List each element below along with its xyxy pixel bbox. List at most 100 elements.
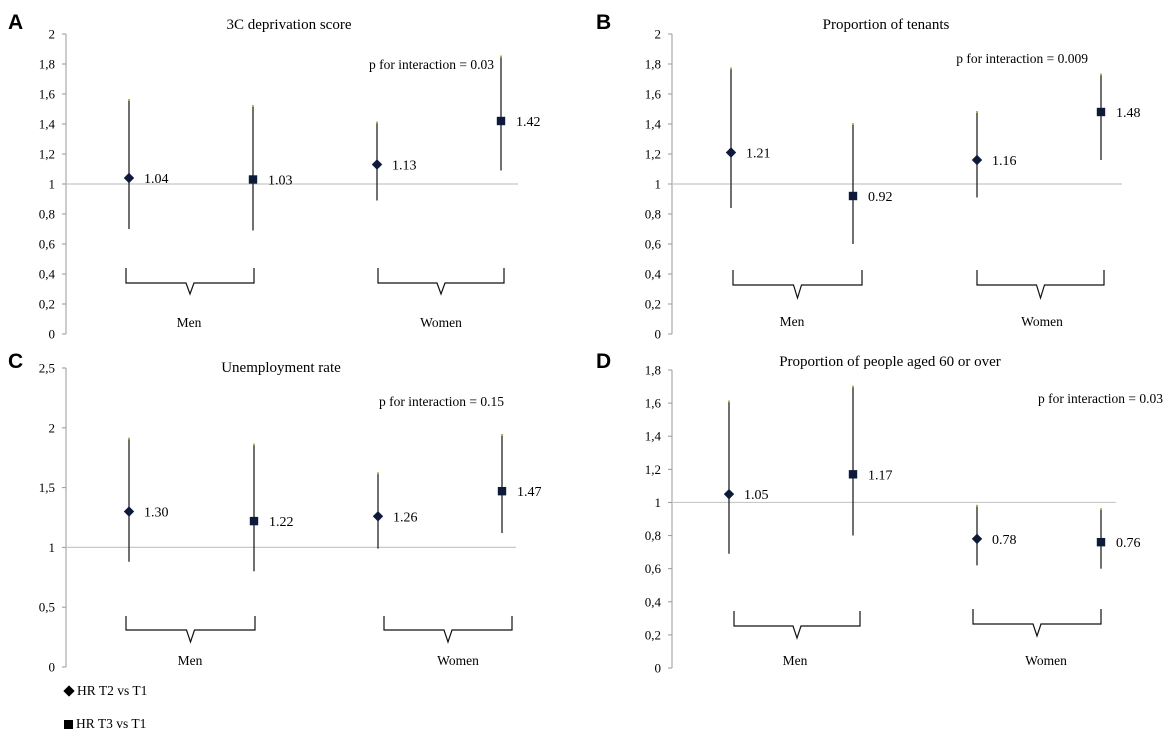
panel-a-data-label: 1.42: [516, 115, 541, 130]
legend-label-t3: HR T3 vs T1: [76, 716, 147, 731]
panel-d-group-label: Women: [1025, 653, 1067, 668]
panel-b-interaction-p-value: p for interaction = 0.009: [956, 51, 1088, 66]
panel-b-y-tick-label: 1,8: [645, 57, 661, 72]
panel-b-y-tick-label: 1,6: [645, 87, 662, 102]
panel-d-data-label: 0.76: [1116, 536, 1141, 551]
diamond-marker-icon: [63, 685, 75, 697]
panel-a-group-brace: [377, 268, 505, 296]
panel-d-y-tick-label: 1: [655, 495, 662, 510]
panel-a-y-tick-label: 0,6: [39, 237, 56, 252]
panel-a-square-point: [248, 175, 258, 184]
panel-c-diamond-point: [123, 506, 135, 517]
panel-c-data-label: 1.30: [144, 506, 169, 521]
panel-b-letter: B: [596, 11, 611, 34]
panel-c-data-label: 1.22: [269, 515, 294, 530]
panel-b-y-tick-label: 1,2: [645, 147, 661, 162]
panel-b-y-tick-label: 2: [655, 27, 662, 42]
panel-a-y-tick-label: 0,4: [39, 267, 56, 282]
panel-a-y-tick-label: 0,2: [39, 297, 55, 312]
panel-b-y-tick-label: 0,8: [645, 207, 661, 222]
panel-a-diamond-point: [371, 159, 383, 170]
panel-a-interaction-p-value: p for interaction = 0.03: [369, 57, 494, 72]
panel-b-square-point: [848, 191, 858, 201]
panel-b-group-brace: [976, 270, 1105, 301]
panel-b-title: Proportion of tenants: [823, 17, 950, 33]
panel-a-y-tick-label: 1,8: [39, 57, 55, 72]
panel-d-data-label: 1.17: [868, 468, 893, 483]
panel-b-y-tick-label: 1: [655, 177, 662, 192]
panel-b-diamond-point: [725, 147, 737, 158]
panel-d-y-tick-label: 1,4: [645, 429, 662, 444]
panel-c-y-tick-label: 1: [49, 540, 56, 555]
panel-b-group-label: Men: [780, 314, 805, 329]
panel-b-group-brace: [732, 270, 863, 301]
panel-a-diamond-point: [123, 172, 135, 184]
panel-d-y-tick-label: 1,2: [645, 462, 661, 477]
panel-d-y-tick-label: 1,6: [645, 396, 662, 411]
panel-b-data-label: 0.92: [868, 190, 893, 205]
panel-c-title: Unemployment rate: [221, 360, 341, 376]
panel-d-square-point: [848, 470, 858, 479]
panel-d-letter: D: [596, 350, 611, 373]
panel-c-y-tick-label: 1,5: [39, 480, 55, 495]
panel-a-y-tick-label: 0: [49, 327, 56, 342]
panel-b-data-label: 1.16: [992, 154, 1017, 169]
panel-c-group-brace: [383, 616, 513, 644]
panel-c-y-tick-label: 0: [49, 660, 56, 675]
panel-b-y-tick-label: 0,2: [645, 297, 661, 312]
panel-b-y-tick-label: 0,6: [645, 237, 662, 252]
panel-d-y-tick-label: 0,4: [645, 594, 662, 609]
panel-d-y-tick-label: 0,8: [645, 528, 661, 543]
panel-a-y-tick-label: 1,4: [39, 117, 56, 132]
square-marker-icon: [64, 719, 73, 729]
legend-item-t3: HR T3 vs T1: [64, 716, 146, 732]
panel-d-group-label: Men: [783, 653, 808, 668]
panel-a-group-label: Women: [420, 315, 462, 330]
panel-a-data-label: 1.04: [144, 172, 169, 187]
panel-a-y-tick-label: 0,8: [39, 207, 55, 222]
panel-c-square-point: [497, 486, 507, 496]
panel-a-data-label: 1.03: [268, 174, 293, 189]
panel-c-group-label: Men: [178, 653, 203, 668]
panel-d-y-tick-label: 1,8: [645, 363, 661, 378]
panel-c-letter: C: [8, 350, 23, 373]
panel-a-group-label: Men: [177, 315, 202, 330]
panel-d-title: Proportion of people aged 60 or over: [779, 354, 1001, 370]
panel-d-y-tick-label: 0,6: [645, 561, 662, 576]
panel-a-group-brace: [125, 268, 255, 296]
panel-c-data-label: 1.26: [393, 510, 418, 525]
panel-d-y-tick-label: 0: [655, 661, 662, 676]
panel-d-y-tick-label: 0,2: [645, 627, 661, 642]
panel-d-diamond-point: [971, 533, 983, 545]
panel-d-diamond-point: [723, 488, 735, 500]
panel-b-y-tick-label: 0,4: [645, 267, 662, 282]
panel-d-group-brace: [972, 609, 1102, 638]
panel-b-y-tick-label: 0: [655, 327, 662, 342]
panel-c-interaction-p-value: p for interaction = 0.15: [379, 394, 504, 409]
legend-item-t2: HR T2 vs T1: [63, 683, 148, 699]
panel-d-data-label: 1.05: [744, 488, 769, 503]
legend-label-t2: HR T2 vs T1: [77, 683, 148, 698]
panel-c-diamond-point: [372, 511, 384, 522]
panel-b-group-label: Women: [1021, 314, 1063, 329]
panel-c-y-tick-label: 2,5: [39, 361, 55, 376]
panel-c-y-tick-label: 2: [49, 420, 56, 435]
panel-a-title: 3C deprivation score: [227, 17, 352, 33]
panel-a-y-tick-label: 1,2: [39, 147, 55, 162]
panel-a-square-point: [496, 116, 506, 126]
panel-c-data-label: 1.47: [517, 485, 542, 500]
panel-c-group-brace: [125, 616, 256, 644]
panel-d-square-point: [1096, 537, 1106, 547]
panel-b-square-point: [1096, 107, 1106, 117]
panel-d-group-brace: [733, 611, 861, 640]
panel-d-data-label: 0.78: [992, 533, 1017, 548]
panel-c-y-tick-label: 0,5: [39, 600, 55, 615]
panel-d-interaction-p-value: p for interaction = 0.03: [1038, 391, 1163, 406]
panel-c-square-point: [249, 516, 259, 526]
panel-a-y-tick-label: 2: [49, 27, 56, 42]
panel-b-y-tick-label: 1,4: [645, 117, 662, 132]
panel-c-group-label: Women: [437, 653, 479, 668]
panel-a-letter: A: [8, 11, 23, 34]
panel-b-data-label: 1.48: [1116, 106, 1141, 121]
panel-a-y-tick-label: 1: [49, 177, 56, 192]
